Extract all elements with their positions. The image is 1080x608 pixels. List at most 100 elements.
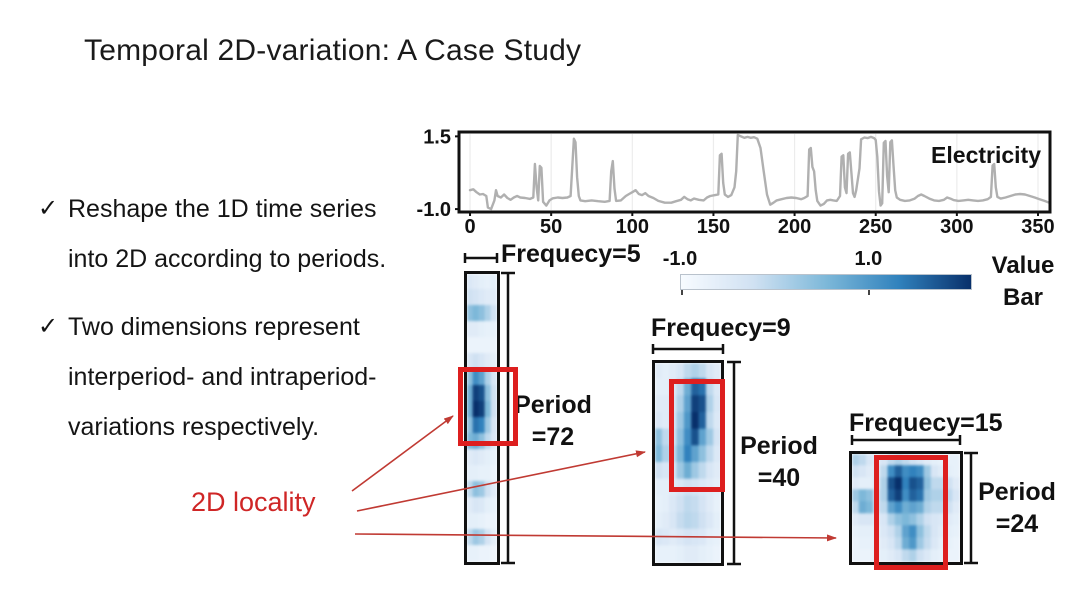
heatmap-cell — [478, 497, 486, 515]
heatmap-cell — [952, 465, 960, 479]
value-colorbar — [680, 274, 972, 290]
heatmap-cell — [683, 412, 693, 431]
frequency-label-heatmap-1: Frequecy=5 — [501, 240, 641, 268]
heatmap-cell — [661, 428, 671, 448]
heatmap-cell — [655, 378, 663, 398]
heatmap-cell — [490, 465, 497, 483]
heatmap-cell — [858, 549, 867, 562]
bullet-dimensions-line-2: interperiod- and intraperiod- — [68, 363, 377, 391]
heatmap-cell — [472, 465, 480, 483]
heatmap-cell — [923, 549, 932, 562]
heatmap-cell — [691, 395, 700, 414]
heatmap-cell — [472, 481, 480, 499]
heatmap-cell — [865, 513, 875, 527]
heatmap-cell — [705, 428, 715, 448]
heatmap-cell — [858, 477, 867, 491]
heatmap-cell — [952, 513, 960, 527]
heatmap-cell — [909, 549, 918, 562]
width-bracket-heatmap-1 — [463, 253, 499, 263]
heatmap-cell — [909, 477, 918, 491]
heatmap-cell — [490, 289, 497, 307]
heatmap-cell — [484, 449, 492, 467]
heatmap-cell — [467, 449, 474, 467]
heatmap-cell — [713, 363, 721, 381]
heatmap-cell — [467, 401, 474, 419]
heatmap-cell — [930, 454, 939, 467]
heatmap-cell — [467, 497, 474, 515]
heatmap-cell — [683, 512, 693, 531]
heatmap-cell — [683, 363, 693, 381]
heatmap-cell — [467, 369, 474, 387]
heatmap-cell — [952, 549, 960, 562]
heatmap-cell — [852, 537, 860, 551]
heatmap-cell — [655, 412, 663, 431]
heatmap-cell — [661, 445, 671, 464]
heatmap-cell — [698, 528, 707, 548]
heatmap-cell — [952, 489, 960, 503]
heatmap-cell — [901, 454, 911, 467]
heatmap-cell — [698, 445, 707, 464]
period-label-heatmap-2: Period =40 — [734, 430, 824, 494]
heatmap-cell — [691, 412, 700, 431]
locality-highlight-1 — [458, 367, 518, 446]
heatmap-cell — [937, 465, 947, 479]
heatmap-cell — [852, 549, 860, 562]
x-tick-label: 250 — [859, 216, 892, 238]
heatmap-cell — [923, 501, 932, 515]
heatmap-cell — [691, 445, 700, 464]
heatmap-cell — [705, 462, 715, 481]
heatmap-cell — [490, 417, 497, 435]
heatmap-cell — [472, 337, 480, 355]
heatmap-cell — [945, 525, 954, 539]
frequency-label-heatmap-2: Frequecy=9 — [651, 314, 791, 342]
heatmap-cell — [669, 363, 678, 381]
heatmap-cell — [916, 477, 925, 491]
heatmap-cell — [865, 454, 875, 467]
period-word: Period — [978, 478, 1056, 506]
heatmap-cell — [923, 454, 932, 467]
heatmap-cell — [472, 369, 480, 387]
heatmap-cell — [661, 512, 671, 531]
heatmap-cell — [484, 305, 492, 323]
heatmap-cell — [691, 545, 700, 563]
heatmap-cell — [655, 545, 663, 563]
heatmap-cell — [887, 477, 896, 491]
heatmap-cell — [852, 477, 860, 491]
heatmap-cell — [691, 378, 700, 398]
colorbar-tick-label: -1.0 — [662, 248, 698, 270]
heatmap-cell — [484, 417, 492, 435]
heatmap-cell — [655, 395, 663, 414]
heatmap-cell — [901, 501, 911, 515]
heatmap-cell — [865, 525, 875, 539]
bullet-dimensions: ✓ Two dimensions represent interperiod- … — [38, 302, 448, 452]
heatmap-cell — [669, 528, 678, 548]
heatmap-cell — [691, 495, 700, 514]
heatmap-cell — [484, 481, 492, 499]
heatmap-cell — [887, 549, 896, 562]
heatmap-cell — [887, 454, 896, 467]
heatmap-cell — [916, 454, 925, 467]
heatmap-cell — [698, 378, 707, 398]
heatmap-cell — [484, 545, 492, 562]
heatmap-cell — [691, 462, 700, 481]
heatmap-cell — [698, 462, 707, 481]
heatmap-cell — [676, 412, 685, 431]
heatmap-cell — [894, 465, 903, 479]
heatmap-cell — [669, 545, 678, 563]
heatmap-cell — [705, 545, 715, 563]
period-word: Period — [514, 391, 592, 419]
bullet-reshape: ✓ Reshape the 1D time series into 2D acc… — [38, 184, 448, 284]
heatmap-cell — [852, 465, 860, 479]
heatmap-cell — [930, 465, 939, 479]
heatmap-cell — [661, 412, 671, 431]
heatmap-cell — [472, 545, 480, 562]
heatmap-cell — [909, 513, 918, 527]
heatmap-cell — [909, 454, 918, 467]
heatmap-cell — [467, 481, 474, 499]
heatmap-cell — [478, 401, 486, 419]
heatmap-cell — [467, 321, 474, 339]
heatmap-cell — [705, 412, 715, 431]
heatmap-cell — [683, 545, 693, 563]
width-bracket-heatmap-3 — [850, 435, 962, 445]
heatmap-cell — [661, 462, 671, 481]
